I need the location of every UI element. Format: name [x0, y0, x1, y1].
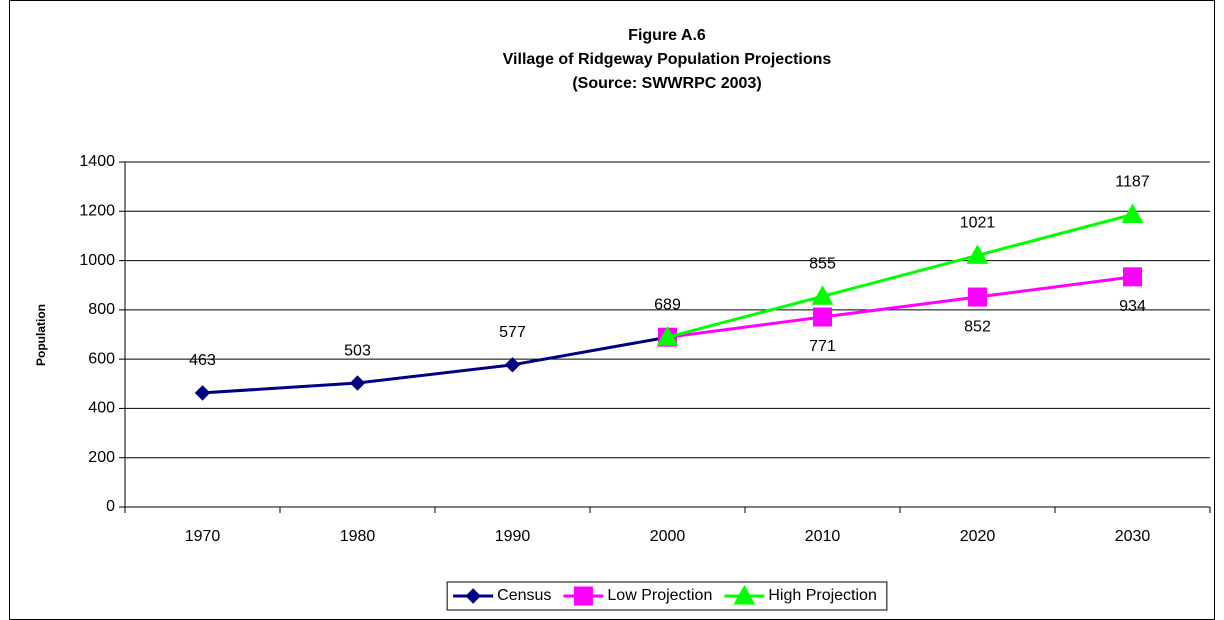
legend-label: High Projection [768, 587, 877, 604]
marker [966, 244, 989, 264]
data-label: 463 [189, 352, 216, 369]
y-tick-label: 400 [88, 400, 115, 417]
y-tick-label: 800 [88, 301, 115, 318]
data-label: 1187 [1115, 174, 1150, 191]
legend-box [446, 581, 888, 611]
y-axis-label: Population [34, 304, 48, 366]
marker [465, 588, 481, 604]
y-tick-label: 1400 [79, 153, 115, 170]
y-tick-label: 1000 [79, 252, 115, 269]
marker [1121, 203, 1144, 223]
x-tick-label: 1990 [495, 528, 531, 545]
legend-item: Census [453, 587, 551, 604]
y-tick-label: 0 [106, 498, 115, 515]
series-line [202, 335, 668, 395]
y-tick-label: 600 [88, 350, 115, 367]
marker [1123, 267, 1142, 287]
x-tick-label: 2030 [1115, 528, 1151, 545]
data-label: 577 [499, 324, 526, 341]
chart-title: Village of Ridgeway Population Projectio… [503, 51, 832, 68]
x-tick-label: 1970 [185, 528, 221, 545]
marker [811, 285, 834, 305]
data-label: 855 [809, 256, 836, 273]
y-tick-label: 200 [88, 449, 115, 466]
data-label: 934 [1119, 298, 1146, 315]
legend-label: Low Projection [607, 587, 712, 604]
y-tick-label: 1200 [79, 203, 115, 220]
data-label: 1021 [960, 215, 996, 232]
marker [733, 584, 756, 605]
data-label: 503 [344, 342, 371, 359]
marker [349, 375, 366, 391]
series-line [667, 275, 1133, 339]
legend-item: High Projection [724, 584, 877, 605]
marker [504, 357, 521, 373]
data-label: 852 [964, 318, 991, 335]
chart-title: Figure A.6 [628, 27, 706, 44]
marker [813, 307, 832, 327]
data-label: 689 [654, 296, 681, 313]
marker [194, 385, 211, 401]
marker [656, 326, 679, 346]
data-label: 771 [809, 338, 836, 355]
x-tick-label: 2020 [960, 528, 996, 545]
x-tick-label: 1980 [340, 528, 376, 545]
marker [573, 586, 593, 606]
legend-item: Low Projection [563, 586, 712, 606]
legend: Census Low Projection High Projection [446, 581, 888, 611]
x-tick-label: 2010 [805, 528, 841, 545]
x-tick-label: 2000 [650, 528, 686, 545]
chart-title: (Source: SWWRPC 2003) [572, 75, 761, 92]
marker [968, 287, 987, 307]
series-line [667, 213, 1133, 339]
legend-label: Census [497, 587, 551, 604]
